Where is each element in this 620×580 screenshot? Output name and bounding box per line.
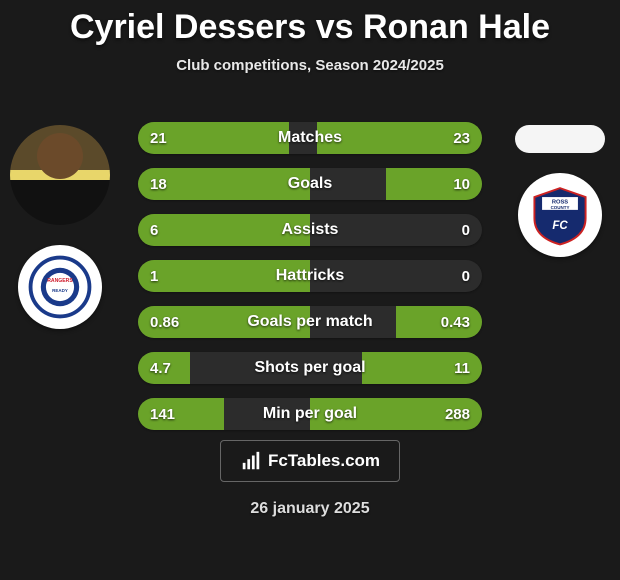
svg-text:COUNTY: COUNTY (551, 205, 570, 210)
stat-row: 1810Goals (138, 168, 482, 200)
svg-text:ROSS: ROSS (552, 199, 568, 205)
site-logo-label: FcTables.com (268, 451, 380, 471)
stat-row: 60Assists (138, 214, 482, 246)
player-avatar-left (10, 125, 110, 225)
stat-label: Goals (138, 175, 482, 193)
svg-text:READY: READY (52, 288, 68, 293)
stat-row: 0.860.43Goals per match (138, 306, 482, 338)
stat-label: Hattricks (138, 267, 482, 285)
ross-county-crest-icon: ROSS COUNTY FC (528, 183, 592, 247)
footer-date: 26 january 2025 (0, 500, 620, 518)
rangers-crest-icon: RANGERS READY (28, 255, 92, 319)
player-avatar-right (515, 125, 605, 153)
site-logo: FcTables.com (220, 440, 400, 482)
stats-table: 2123Matches 1810Goals 60Assists 10Hattricks… (138, 122, 482, 430)
stat-label: Goals per match (138, 313, 482, 331)
stat-label: Assists (138, 221, 482, 239)
stat-row: 4.711Shots per goal (138, 352, 482, 384)
stat-label: Min per goal (138, 405, 482, 423)
stat-row: 2123Matches (138, 122, 482, 154)
stat-row: 141288Min per goal (138, 398, 482, 430)
club-badge-right: ROSS COUNTY FC (518, 173, 602, 257)
right-player-column: ROSS COUNTY FC (510, 125, 610, 257)
stat-label: Matches (138, 129, 482, 147)
chart-icon (240, 450, 262, 472)
club-badge-left: RANGERS READY (18, 245, 102, 329)
page-title: Cyriel Dessers vs Ronan Hale (0, 0, 620, 47)
left-player-column: RANGERS READY (10, 125, 110, 329)
page-subtitle: Club competitions, Season 2024/2025 (0, 57, 620, 74)
stat-row: 10Hattricks (138, 260, 482, 292)
svg-text:RANGERS: RANGERS (47, 278, 73, 284)
stat-label: Shots per goal (138, 359, 482, 377)
svg-text:FC: FC (552, 220, 568, 232)
